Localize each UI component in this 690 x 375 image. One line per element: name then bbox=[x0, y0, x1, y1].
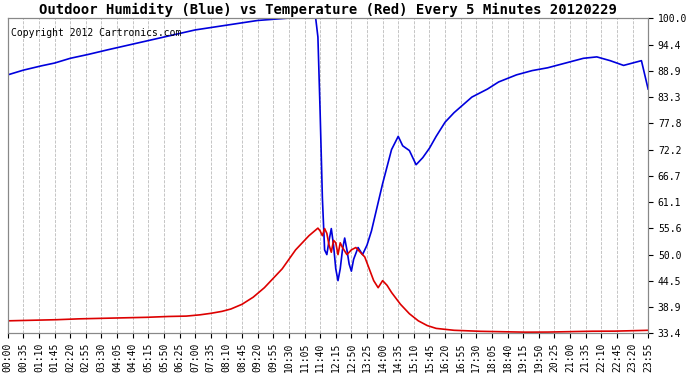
Title: Outdoor Humidity (Blue) vs Temperature (Red) Every 5 Minutes 20120229: Outdoor Humidity (Blue) vs Temperature (… bbox=[39, 3, 617, 17]
Text: Copyright 2012 Cartronics.com: Copyright 2012 Cartronics.com bbox=[11, 27, 181, 38]
